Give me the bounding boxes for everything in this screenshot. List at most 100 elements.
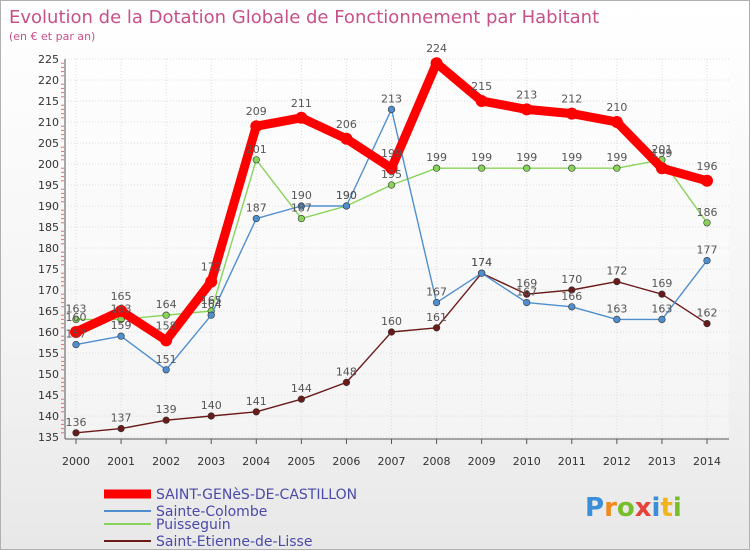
series-1-point-2006 [342, 202, 351, 210]
series-3-point-2014 [703, 320, 711, 328]
series-2-label-2007: 195 [381, 168, 402, 181]
x-tick-2005: 2005 [287, 455, 315, 468]
x-tick-2010: 2010 [513, 455, 541, 468]
series-2-point-2002 [162, 311, 170, 319]
series-3-label-2006: 148 [336, 365, 357, 378]
series-1-label-2011: 166 [561, 290, 582, 303]
y-tick-220: 220 [38, 74, 59, 87]
series-2-label-2009: 199 [471, 151, 492, 164]
x-tick-2007: 2007 [378, 455, 406, 468]
series-1-point-2004 [252, 215, 260, 223]
series-2-label-2012: 199 [606, 151, 627, 164]
series-3-point-2013 [658, 290, 666, 298]
series-2-point-2009 [478, 164, 486, 172]
x-tick-2002: 2002 [152, 455, 180, 468]
series-1-point-2014 [703, 257, 711, 265]
series-1-point-2013 [658, 315, 666, 324]
series-3-label-2004: 141 [246, 395, 267, 408]
y-tick-200: 200 [38, 158, 59, 171]
y-tick-210: 210 [38, 116, 59, 129]
series-2-label-2004: 201 [246, 143, 267, 156]
y-tick-215: 215 [38, 95, 59, 108]
legend: SAINT-GENèS-DE-CASTILLONSainte-ColombePu… [104, 487, 357, 550]
series-1-point-2002 [162, 366, 170, 374]
series-0-label-2014: 196 [697, 160, 718, 173]
series-2-label-2013: 201 [651, 143, 672, 156]
series-3-point-2004 [252, 408, 260, 416]
series-0-point-2004 [250, 120, 263, 133]
series-1-label-2009: 174 [471, 256, 492, 269]
series-2-point-2005 [297, 215, 305, 223]
series-0-label-2003: 172 [201, 261, 222, 274]
axes: 135 140 145 150 155 160 165 170 175 180 185 190 195 2… [38, 53, 729, 468]
series-3-point-2002 [162, 416, 170, 424]
series-0-label-2008: 224 [426, 42, 447, 55]
series-0-point-2007 [385, 162, 398, 175]
x-tick-2008: 2008 [423, 455, 451, 468]
series-3-label-2007: 160 [381, 315, 402, 328]
series-3-label-2010: 169 [516, 277, 537, 290]
series-3-label-2005: 144 [291, 382, 312, 395]
proxiti-letter-2: o [617, 493, 635, 523]
legend-label-0: SAINT-GENèS-DE-CASTILLON [156, 487, 357, 503]
x-tick-2013: 2013 [648, 455, 676, 468]
x-tick-2012: 2012 [603, 455, 631, 468]
x-tick-2001: 2001 [107, 455, 135, 468]
series-0-label-2011: 212 [561, 93, 582, 106]
y-tick-175: 175 [38, 263, 59, 276]
series-2-point-2004 [252, 156, 260, 164]
series-0-label-2001: 165 [111, 290, 132, 303]
series-3-point-2012 [613, 278, 621, 286]
series-3-point-2008 [432, 324, 441, 332]
series-2-label-2003: 165 [201, 294, 222, 307]
series-3-label-2012: 172 [606, 265, 627, 278]
series-1-point-2001 [117, 332, 125, 340]
series-0-label-2009: 215 [471, 80, 492, 93]
y-tick-170: 170 [38, 284, 59, 297]
series-3-point-2001 [117, 425, 125, 433]
plot-area [65, 59, 729, 439]
series-3-label-2003: 140 [201, 399, 222, 412]
series-3-label-2000: 136 [66, 416, 87, 429]
series-1-label-2003: 164 [201, 298, 222, 311]
series-layer [70, 57, 713, 437]
series-2-point-2010 [523, 164, 531, 172]
series-3-label-2013: 169 [651, 277, 672, 290]
series-0-point-2000 [70, 326, 82, 338]
proxiti-letter-0: P [585, 493, 604, 523]
y-tick-205: 205 [38, 137, 59, 150]
proxiti-letter-1: r [604, 493, 617, 523]
series-1-label-2001: 159 [111, 319, 132, 332]
series-0-point-2006 [340, 132, 353, 145]
series-2-point-2000 [72, 315, 80, 324]
series-3-label-2011: 170 [561, 273, 582, 286]
series-1-label-2002: 151 [156, 353, 177, 366]
series-2-label-2005: 187 [291, 202, 312, 215]
series-3-label-2002: 139 [156, 403, 177, 416]
series-0-label-2013: 199 [651, 147, 672, 160]
x-tick-2009: 2009 [468, 455, 496, 468]
series-1-label-2006: 190 [336, 189, 357, 202]
series-1-point-2000 [72, 341, 80, 349]
y-tick-180: 180 [38, 242, 59, 255]
series-2-label-2014: 186 [697, 206, 718, 219]
series-3-point-2011 [568, 286, 576, 294]
y-tick-190: 190 [38, 200, 59, 213]
series-0-point-2010 [520, 103, 533, 116]
y-tick-160: 160 [38, 326, 59, 339]
series-1-label-2007: 213 [381, 92, 402, 105]
series-2-label-2010: 199 [516, 151, 537, 164]
series-0-label-2004: 209 [246, 105, 267, 118]
data-labels: 136 137 139 140 141 144 148 160 161 174 169 170 172 1… [66, 42, 718, 429]
legend-label-1: Sainte-Colombe [156, 504, 267, 520]
y-tick-165: 165 [38, 305, 59, 318]
series-1-point-2007 [387, 105, 396, 113]
series-2-label-2011: 199 [561, 151, 582, 164]
series-1-point-2005 [297, 202, 305, 210]
series-3-label-2008: 161 [426, 311, 447, 324]
proxiti-letter-3: x [635, 493, 652, 523]
series-0-point-2008 [430, 57, 443, 70]
series-3-point-2003 [207, 412, 215, 420]
